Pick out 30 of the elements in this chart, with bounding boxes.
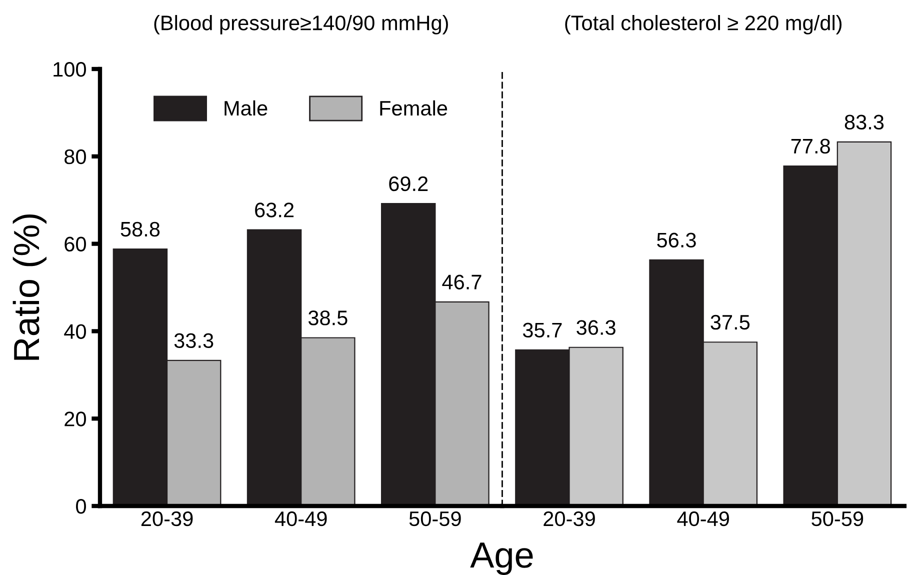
x-tick-label: 40-49 xyxy=(274,511,327,526)
x-tick-label: 20-39 xyxy=(544,511,595,526)
y-tick-label: 60 xyxy=(64,236,86,252)
data-label: 46.7 xyxy=(442,274,482,290)
x-tick-label: 50-59 xyxy=(409,511,461,526)
data-label: 36.3 xyxy=(576,320,616,335)
data-label: 77.8 xyxy=(791,138,830,154)
data-label: 35.7 xyxy=(522,322,562,338)
data-label: 33.3 xyxy=(174,333,214,348)
data-label: 56.3 xyxy=(657,232,696,248)
data-label: 69.2 xyxy=(389,176,428,192)
legend-label: Female xyxy=(380,100,448,116)
chart-title: (Blood pressure≥140/90 mmHg) xyxy=(154,15,448,34)
y-tick-label: 80 xyxy=(64,149,86,164)
data-label: 58.8 xyxy=(120,222,160,237)
data-label: 83.3 xyxy=(844,114,884,130)
x-tick-label: 20-39 xyxy=(141,511,193,526)
data-label: 63.2 xyxy=(255,202,294,218)
chart-title: (Total cholesterol ≥ 220 mg/dl) xyxy=(565,15,842,34)
y-axis-title: Ratio (%) xyxy=(12,214,46,360)
y-tick-label: 0 xyxy=(76,499,86,514)
data-label: 38.5 xyxy=(308,310,348,326)
y-tick-label: 40 xyxy=(64,324,86,339)
x-tick-label: 50-59 xyxy=(812,511,864,526)
y-tick-label: 20 xyxy=(64,412,86,426)
y-tick-label: 100 xyxy=(54,62,86,77)
x-tick-label: 40-49 xyxy=(677,511,729,526)
data-label: 37.5 xyxy=(710,314,750,330)
x-axis-title: Age xyxy=(470,542,533,575)
legend-label: Male xyxy=(224,100,268,116)
